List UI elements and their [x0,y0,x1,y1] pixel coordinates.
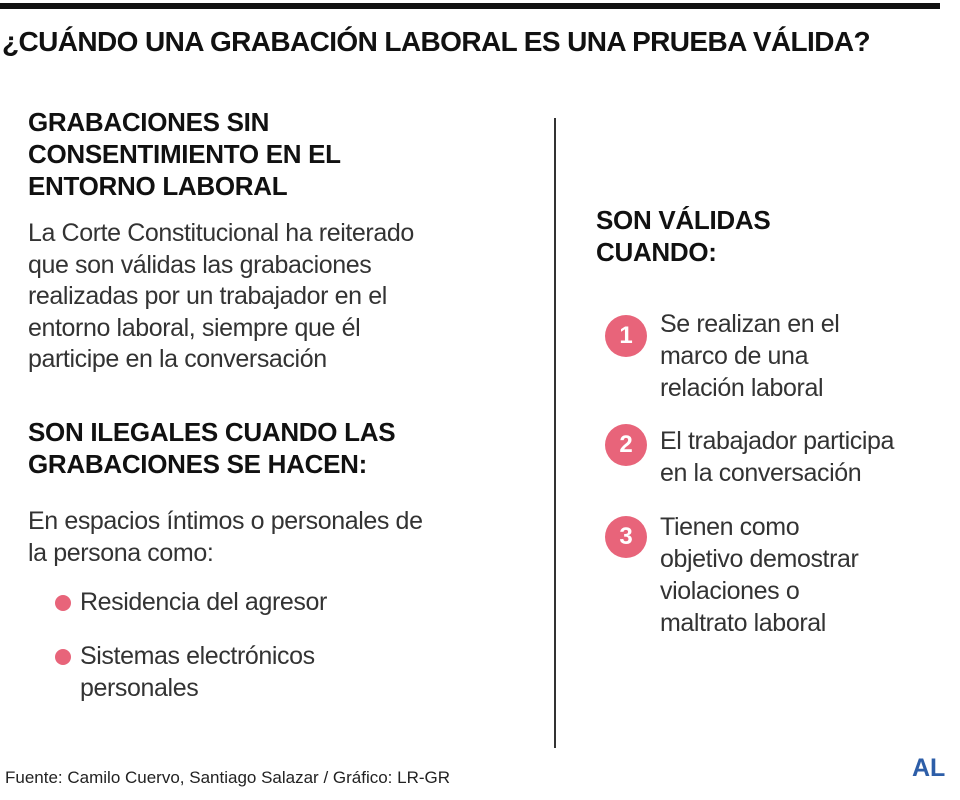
section-heading: CUANDO: [596,237,717,267]
paragraph-line: participe en la conversación [28,345,327,373]
bullet-line: personales [80,673,199,702]
bullet-dot [55,595,71,611]
title: ¿CUÁNDO UNA GRABACIÓN LABORAL ES UNA PRU… [2,26,871,57]
number-badge: 3 [605,516,647,558]
paragraph-line: la persona como: [28,539,214,567]
item-line: en la conversación [660,459,862,487]
section-heading: GRABACIONES SE HACEN: [28,449,367,479]
number-badge: 1 [605,315,647,357]
logo: AL [912,754,946,782]
bullet-line: Residencia del agresor [80,588,327,616]
paragraph-line: que son válidas las grabaciones [28,250,372,279]
source: Fuente: Camilo Cuervo, Santiago Salazar … [5,768,451,787]
paragraph-line: realizadas por un trabajador en el [28,282,387,310]
section-heading: SON VÁLIDAS [596,205,771,235]
paragraph-line: entorno laboral, siempre que él [28,313,361,342]
section-heading: GRABACIONES SIN [28,107,270,137]
item-line: maltrato laboral [660,609,826,637]
paragraph-line: La Corte Constitucional ha reiterado [28,219,414,247]
item-line: Tienen como [660,513,800,541]
number-badge: 2 [605,424,647,466]
section-heading: CONSENTIMIENTO EN EL [28,139,341,169]
section-heading: SON ILEGALES CUANDO LAS [28,417,396,447]
item-line: marco de una [660,342,809,370]
section-heading: ENTORNO LABORAL [28,171,288,201]
bullet-dot [55,649,71,665]
paragraph-line: En espacios íntimos o personales de [28,507,423,535]
item-line: objetivo demostrar [660,545,859,573]
item-line: violaciones o [660,577,800,605]
divider [554,118,556,748]
bullet-line: Sistemas electrónicos [80,642,315,670]
item-line: Se realizan en el [660,310,840,338]
item-line: relación laboral [660,374,824,402]
top-bar [0,3,940,9]
item-line: El trabajador participa [660,427,894,455]
